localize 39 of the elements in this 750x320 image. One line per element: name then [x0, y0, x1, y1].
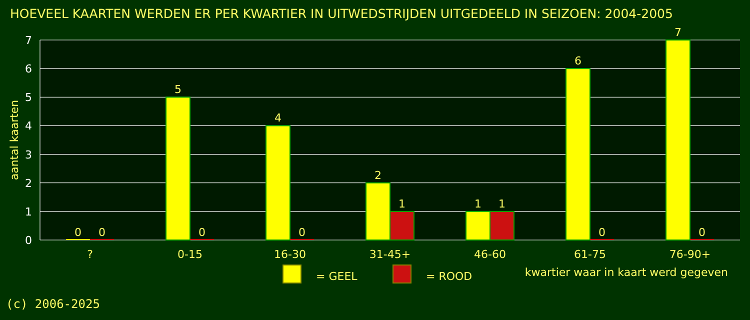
y-tick-label: 5 [25, 91, 32, 104]
data-label: 1 [398, 197, 406, 210]
x-tick-label: ? [87, 248, 94, 261]
data-label: 0 [598, 226, 606, 239]
x-tick-label: 16-30 [274, 248, 306, 261]
legend-label: = GEEL [316, 270, 358, 283]
data-label: 0 [98, 226, 106, 239]
x-tick-label: 46-60 [474, 248, 506, 261]
bar [666, 40, 690, 240]
data-label: 1 [498, 197, 506, 210]
y-tick-label: 1 [25, 205, 32, 218]
legend-label: = ROOD [426, 270, 472, 283]
data-label: 2 [374, 168, 382, 182]
y-tick-label: 7 [25, 34, 32, 47]
data-label: 0 [198, 226, 206, 239]
y-tick-label: 0 [25, 234, 32, 247]
x-tick-label: 76-90+ [669, 248, 711, 261]
y-tick-label: 2 [25, 176, 32, 190]
y-tick-label: 3 [25, 148, 32, 162]
x-tick-label: 31-45+ [369, 248, 411, 261]
data-label: 1 [474, 197, 482, 210]
data-label: 0 [298, 226, 306, 239]
data-label: 0 [74, 226, 82, 239]
data-label: 4 [274, 112, 282, 125]
y-tick-label: 4 [25, 120, 32, 133]
chart-title: HOEVEEL KAARTEN WERDEN ER PER KWARTIER IN UITWEDSTRIJDEN UITGEDEELD IN SEIZOEN: 2004-2005 [10, 6, 673, 21]
bar [166, 96, 190, 240]
bar [266, 125, 290, 240]
bar [566, 68, 590, 240]
x-tick-label: 61-75 [574, 248, 606, 261]
text: (c) 2006-2025 [6, 297, 100, 311]
data-label: 5 [174, 83, 182, 96]
data-label: 0 [698, 226, 706, 239]
y-axis-title: aantal kaarten [8, 100, 21, 180]
x-axis-title: kwartier waar in kaart werd gegeven [524, 266, 728, 279]
data-label: 7 [674, 26, 682, 39]
x-tick-label: 0-15 [178, 248, 202, 261]
data-label: 6 [574, 54, 582, 68]
y-tick-label: 6 [25, 62, 32, 76]
